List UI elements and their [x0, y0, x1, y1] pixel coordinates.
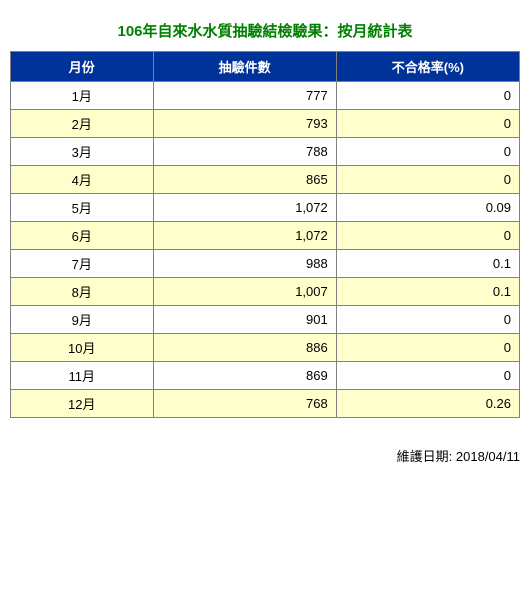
cell: 788	[153, 138, 336, 166]
cell: 6月	[11, 222, 154, 250]
cell: 12月	[11, 390, 154, 418]
cell: 0.09	[336, 194, 519, 222]
header-row: 月份抽驗件數不合格率(%)	[11, 52, 520, 82]
cell: 869	[153, 362, 336, 390]
cell: 0	[336, 362, 519, 390]
table-row: 8月1,0070.1	[11, 278, 520, 306]
cell: 4月	[11, 166, 154, 194]
cell: 8月	[11, 278, 154, 306]
table-row: 6月1,0720	[11, 222, 520, 250]
cell: 0	[336, 222, 519, 250]
cell: 0	[336, 138, 519, 166]
cell: 1,072	[153, 222, 336, 250]
table-head: 月份抽驗件數不合格率(%)	[11, 52, 520, 82]
cell: 0	[336, 110, 519, 138]
cell: 988	[153, 250, 336, 278]
table-row: 9月9010	[11, 306, 520, 334]
table-row: 3月7880	[11, 138, 520, 166]
cell: 5月	[11, 194, 154, 222]
cell: 1,007	[153, 278, 336, 306]
table-row: 12月7680.26	[11, 390, 520, 418]
cell: 793	[153, 110, 336, 138]
cell: 7月	[11, 250, 154, 278]
cell: 10月	[11, 334, 154, 362]
table-row: 1月7770	[11, 82, 520, 110]
cell: 886	[153, 334, 336, 362]
cell: 0	[336, 166, 519, 194]
table-row: 10月8860	[11, 334, 520, 362]
column-header-2: 不合格率(%)	[336, 52, 519, 82]
table-row: 5月1,0720.09	[11, 194, 520, 222]
cell: 0.26	[336, 390, 519, 418]
maintenance-date: 維護日期: 2018/04/11	[10, 446, 520, 465]
page-title: 106年自來水水質抽驗結檢驗果：按月統計表	[10, 20, 520, 41]
cell: 11月	[11, 362, 154, 390]
cell: 3月	[11, 138, 154, 166]
cell: 1,072	[153, 194, 336, 222]
data-table: 月份抽驗件數不合格率(%) 1月77702月79303月78804月86505月…	[10, 51, 520, 418]
cell: 0.1	[336, 278, 519, 306]
column-header-0: 月份	[11, 52, 154, 82]
cell: 2月	[11, 110, 154, 138]
cell: 9月	[11, 306, 154, 334]
cell: 865	[153, 166, 336, 194]
table-row: 11月8690	[11, 362, 520, 390]
cell: 901	[153, 306, 336, 334]
cell: 0	[336, 306, 519, 334]
table-body: 1月77702月79303月78804月86505月1,0720.096月1,0…	[11, 82, 520, 418]
table-row: 2月7930	[11, 110, 520, 138]
table-row: 7月9880.1	[11, 250, 520, 278]
cell: 768	[153, 390, 336, 418]
cell: 0	[336, 334, 519, 362]
cell: 1月	[11, 82, 154, 110]
table-row: 4月8650	[11, 166, 520, 194]
cell: 0.1	[336, 250, 519, 278]
cell: 0	[336, 82, 519, 110]
column-header-1: 抽驗件數	[153, 52, 336, 82]
cell: 777	[153, 82, 336, 110]
